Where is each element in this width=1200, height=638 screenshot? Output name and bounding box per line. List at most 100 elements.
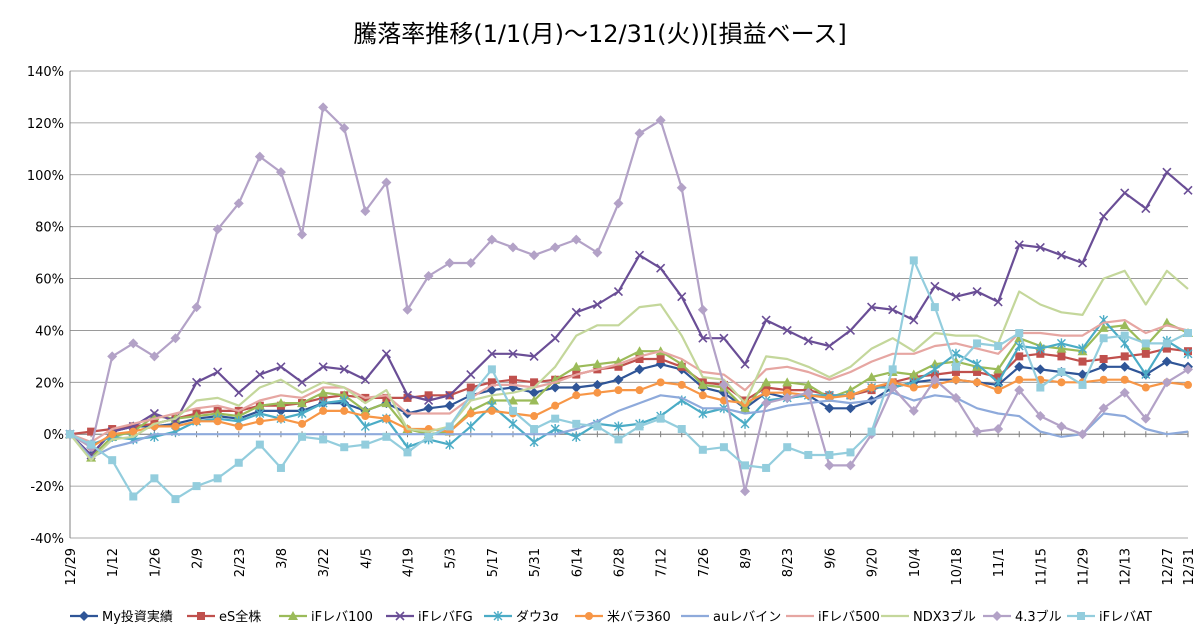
- data-point: [381, 349, 391, 359]
- data-point: [1162, 339, 1171, 348]
- data-point: [493, 611, 503, 621]
- data-point: [656, 414, 665, 423]
- data-point: [1162, 167, 1172, 177]
- data-point: [423, 403, 434, 414]
- data-point: [677, 380, 686, 389]
- data-point: [444, 400, 455, 411]
- data-point: [170, 333, 181, 344]
- data-point: [909, 315, 919, 325]
- legend-item: ダウ3σ: [484, 610, 559, 625]
- data-point: [993, 424, 1004, 435]
- data-point: [613, 198, 624, 209]
- data-point: [550, 382, 561, 393]
- data-point: [1056, 421, 1067, 432]
- data-point: [255, 408, 265, 419]
- data-point: [908, 369, 919, 379]
- data-point: [951, 375, 960, 384]
- data-point: [740, 486, 751, 497]
- data-point: [445, 422, 454, 431]
- data-point: [1162, 344, 1171, 353]
- data-point: [1015, 329, 1024, 338]
- data-point: [1099, 334, 1108, 343]
- data-point: [1035, 343, 1045, 354]
- data-point: [149, 408, 159, 419]
- data-point: [255, 440, 264, 449]
- data-point: [213, 367, 223, 377]
- data-point: [403, 393, 412, 402]
- data-point: [614, 386, 623, 395]
- data-point: [1036, 349, 1045, 358]
- legend-item: My投資実績: [70, 609, 173, 625]
- data-point: [360, 421, 370, 432]
- data-point: [1057, 367, 1066, 376]
- data-point: [339, 123, 350, 134]
- data-point: [635, 386, 644, 395]
- data-point: [297, 229, 308, 240]
- data-point: [1015, 352, 1024, 361]
- data-point: [1014, 341, 1024, 352]
- data-point: [1184, 380, 1192, 389]
- data-point: [1035, 364, 1046, 375]
- x-tick-label: 6/14: [570, 548, 585, 577]
- data-point: [508, 375, 517, 384]
- x-tick-label: 5/17: [486, 548, 501, 577]
- data-point: [951, 362, 960, 371]
- legend-item: iFレバ500: [786, 610, 880, 625]
- data-point: [276, 463, 285, 472]
- data-point: [255, 417, 264, 426]
- x-tick-label: 6/28: [612, 548, 627, 577]
- data-point: [508, 418, 518, 429]
- data-point: [741, 461, 750, 470]
- data-point: [150, 474, 159, 483]
- data-point: [740, 403, 751, 413]
- data-point: [634, 364, 645, 375]
- data-point: [888, 305, 898, 315]
- data-point: [381, 398, 392, 408]
- x-tick-label: 12/29: [64, 548, 79, 585]
- data-point: [149, 351, 160, 362]
- data-point: [845, 460, 856, 471]
- data-point: [656, 354, 665, 363]
- data-point: [930, 281, 940, 291]
- data-point: [276, 414, 285, 423]
- data-point: [255, 369, 265, 380]
- data-point: [593, 388, 602, 397]
- data-point: [782, 392, 793, 403]
- data-point: [254, 400, 265, 410]
- data-point: [319, 406, 328, 415]
- data-point: [1057, 378, 1066, 387]
- x-tick-label: 5/3: [444, 548, 459, 569]
- data-point: [698, 408, 708, 419]
- legend-item: auレバイン: [681, 610, 781, 625]
- data-point: [551, 401, 560, 410]
- data-point: [824, 341, 834, 351]
- data-point: [445, 390, 455, 400]
- series-line: [69, 106, 1189, 493]
- data-point: [698, 445, 707, 454]
- data-point: [298, 419, 307, 428]
- data-point: [1099, 354, 1108, 363]
- legend-item: iFレバAT: [1067, 610, 1152, 625]
- data-point: [1078, 343, 1088, 354]
- data-point: [592, 359, 603, 369]
- legend-label: iFレバ100: [311, 610, 373, 625]
- data-point: [87, 440, 96, 449]
- legend-item: eS全株: [187, 609, 261, 625]
- data-point: [487, 378, 496, 387]
- x-tick-label: 11/29: [1077, 548, 1092, 585]
- data-point: [1014, 385, 1025, 396]
- data-point: [845, 325, 856, 336]
- series-line: [69, 319, 1189, 444]
- data-point: [487, 365, 496, 374]
- data-point: [1057, 352, 1066, 361]
- data-point: [846, 448, 855, 457]
- data-point: [1119, 320, 1130, 330]
- x-tick-label: 7/26: [697, 548, 712, 577]
- data-point: [1120, 338, 1130, 349]
- data-point: [507, 242, 518, 253]
- series-line: [69, 391, 1189, 459]
- x-tick-label: 12/31: [1182, 548, 1197, 585]
- data-point: [197, 612, 205, 620]
- data-point: [550, 424, 560, 435]
